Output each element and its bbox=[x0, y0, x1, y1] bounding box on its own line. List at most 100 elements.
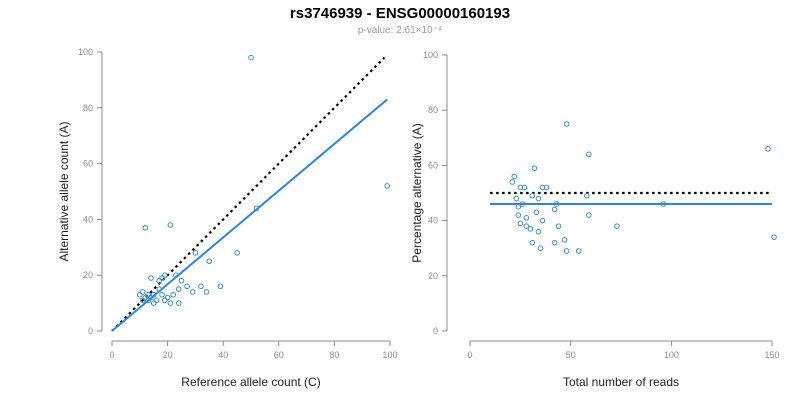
data-point bbox=[517, 220, 524, 227]
data-point bbox=[178, 277, 185, 284]
data-point bbox=[614, 223, 620, 229]
x-tick-label: 0 bbox=[467, 350, 472, 360]
data-point bbox=[539, 217, 546, 224]
y-tick-label: 100 bbox=[78, 47, 93, 57]
data-point bbox=[156, 277, 163, 284]
data-point bbox=[563, 248, 570, 254]
x-tick-label: 20 bbox=[163, 350, 173, 360]
data-point bbox=[529, 192, 536, 199]
data-point bbox=[555, 223, 562, 229]
data-point bbox=[527, 226, 534, 232]
y-tick-label: 80 bbox=[428, 105, 438, 115]
fit-line bbox=[111, 98, 388, 332]
data-point bbox=[150, 291, 157, 298]
data-point bbox=[521, 184, 528, 191]
data-point bbox=[539, 184, 546, 191]
data-point bbox=[561, 237, 568, 243]
data-point bbox=[203, 289, 210, 295]
x-tick-label: 80 bbox=[329, 350, 339, 360]
data-point bbox=[206, 258, 213, 265]
data-point bbox=[253, 205, 260, 212]
data-point bbox=[217, 283, 224, 290]
data-point bbox=[184, 283, 190, 290]
data-point bbox=[139, 289, 146, 295]
data-point bbox=[519, 201, 526, 207]
data-point bbox=[765, 146, 771, 152]
data-point bbox=[248, 54, 254, 61]
data-point bbox=[531, 165, 538, 171]
data-point bbox=[150, 300, 157, 306]
data-point bbox=[585, 212, 592, 218]
y-tick-label: 80 bbox=[83, 103, 93, 113]
data-point bbox=[189, 289, 196, 295]
data-point bbox=[585, 151, 592, 158]
y-tick-label: 40 bbox=[83, 214, 93, 224]
data-point bbox=[153, 297, 160, 304]
data-point bbox=[192, 250, 199, 256]
data-point bbox=[139, 297, 146, 304]
x-tick-label: 0 bbox=[109, 350, 114, 360]
data-point bbox=[537, 245, 544, 251]
x-tick-label: 50 bbox=[566, 350, 576, 360]
data-point bbox=[553, 201, 560, 207]
data-point bbox=[523, 215, 530, 221]
data-point bbox=[167, 300, 174, 306]
data-point bbox=[145, 297, 151, 304]
y-tick-label: 100 bbox=[423, 50, 438, 60]
data-point bbox=[148, 275, 154, 281]
data-point bbox=[771, 234, 777, 240]
data-point bbox=[156, 286, 163, 292]
data-point bbox=[517, 184, 524, 191]
y-axis-title: Percentage alternative (A) bbox=[410, 123, 424, 262]
data-point bbox=[175, 300, 182, 306]
x-tick-label: 100 bbox=[382, 350, 397, 360]
data-point bbox=[384, 183, 391, 189]
data-point bbox=[167, 222, 174, 228]
y-axis-title: Alternative allele count (A) bbox=[57, 121, 71, 261]
data-point bbox=[551, 239, 558, 246]
data-point bbox=[529, 239, 536, 246]
data-point bbox=[198, 283, 204, 290]
data-point bbox=[660, 201, 667, 207]
x-tick-label: 100 bbox=[664, 350, 679, 360]
y-tick-label: 20 bbox=[83, 270, 93, 280]
right-scatter-panel: 0 50 100 150 0 20 40 60 80 100 Total number of rea… bbox=[410, 50, 780, 389]
x-tick-label: 60 bbox=[274, 350, 284, 360]
data-point bbox=[142, 224, 149, 231]
data-point bbox=[509, 179, 516, 185]
data-point bbox=[515, 212, 522, 218]
data-point bbox=[563, 121, 570, 127]
data-point bbox=[515, 204, 522, 210]
left-scatter-panel: 0 20 40 60 80 100 0 20 40 60 80 100 Reference allele… bbox=[57, 47, 398, 389]
data-point bbox=[137, 291, 143, 298]
data-point bbox=[583, 192, 590, 199]
x-tick-label: 40 bbox=[218, 350, 228, 360]
data-point bbox=[159, 291, 165, 298]
data-point bbox=[148, 294, 154, 301]
data-point bbox=[173, 272, 179, 279]
chart-title: rs3746939 - ENSG00000160193 bbox=[289, 5, 511, 22]
x-axis-title: Reference allele count (C) bbox=[181, 375, 320, 389]
data-point bbox=[543, 184, 550, 191]
data-point bbox=[175, 286, 182, 292]
data-point bbox=[511, 173, 518, 180]
data-point bbox=[142, 294, 149, 301]
data-point bbox=[145, 291, 151, 298]
data-point bbox=[535, 228, 542, 235]
y-tick-label: 20 bbox=[428, 271, 438, 281]
y-tick-label: 0 bbox=[433, 326, 438, 336]
data-point bbox=[575, 248, 582, 254]
data-point bbox=[533, 209, 540, 216]
data-point bbox=[162, 272, 168, 279]
x-axis-title: Total number of reads bbox=[563, 375, 679, 389]
data-point bbox=[551, 206, 558, 213]
data-point bbox=[170, 291, 176, 298]
y-tick-label: 0 bbox=[88, 326, 93, 336]
y-tick-label: 40 bbox=[428, 216, 438, 226]
data-point bbox=[513, 195, 520, 202]
data-point bbox=[523, 223, 530, 229]
chart-subtitle: p-value: 2.61×10⁻⁴ bbox=[357, 25, 443, 36]
reference-line bbox=[111, 56, 386, 332]
